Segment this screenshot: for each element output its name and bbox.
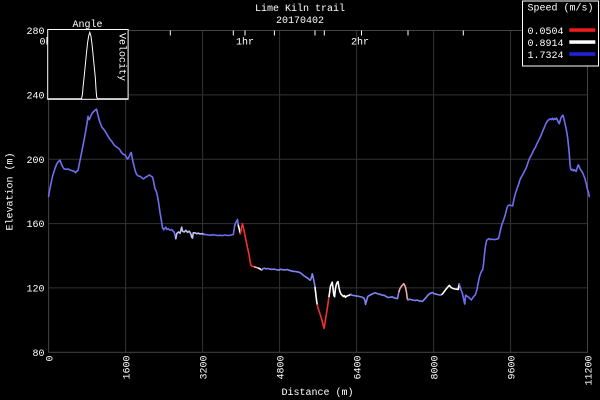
svg-text:9600: 9600 (507, 356, 518, 380)
svg-text:80: 80 (32, 349, 44, 360)
svg-text:3200: 3200 (199, 356, 210, 380)
svg-text:1.7324: 1.7324 (528, 51, 564, 62)
svg-text:4800: 4800 (276, 356, 287, 380)
svg-text:20170402: 20170402 (276, 16, 324, 27)
svg-text:Lime Kiln trail: Lime Kiln trail (255, 3, 345, 15)
svg-text:8000: 8000 (430, 356, 441, 380)
svg-text:120: 120 (26, 285, 44, 296)
svg-text:1hr: 1hr (236, 37, 254, 49)
svg-text:Velocity: Velocity (116, 33, 128, 81)
svg-text:240: 240 (26, 92, 44, 103)
svg-text:160: 160 (26, 220, 44, 231)
svg-text:11200: 11200 (584, 356, 595, 386)
svg-text:2hr: 2hr (351, 37, 369, 49)
svg-text:0: 0 (45, 356, 56, 362)
svg-text:Elevation (m): Elevation (m) (5, 152, 17, 230)
svg-text:6400: 6400 (353, 356, 364, 380)
svg-text:Distance (m): Distance (m) (281, 387, 353, 399)
svg-text:0.0504: 0.0504 (528, 27, 564, 38)
svg-text:280: 280 (26, 27, 44, 38)
svg-text:0.8914: 0.8914 (528, 39, 564, 50)
svg-text:1600: 1600 (122, 356, 133, 380)
svg-text:200: 200 (26, 156, 44, 167)
svg-text:Speed (m/s): Speed (m/s) (528, 3, 594, 15)
svg-text:Angle: Angle (72, 19, 102, 31)
